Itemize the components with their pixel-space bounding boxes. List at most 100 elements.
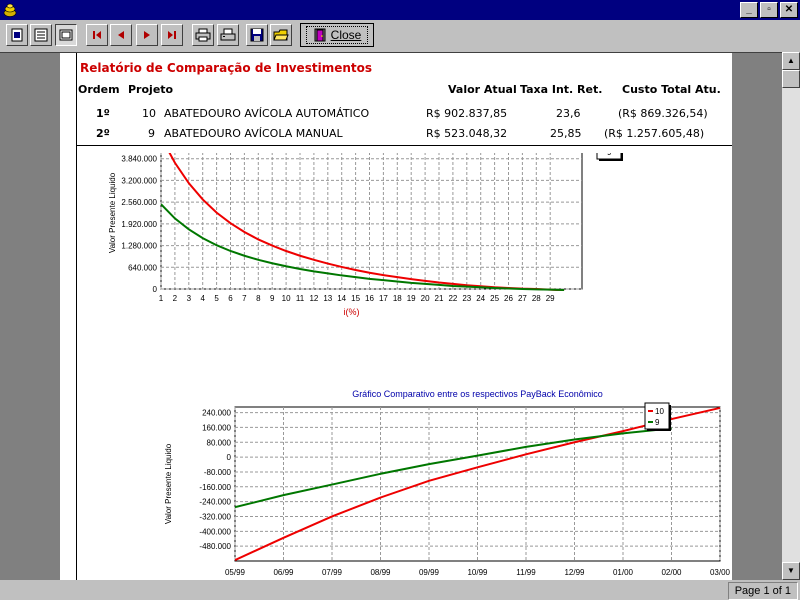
x-tick-label: 20 [421, 294, 430, 303]
x-tick-label: 27 [518, 294, 527, 303]
x-tick-label: 7 [242, 294, 247, 303]
y-tick-label: 1.920.000 [121, 220, 157, 229]
first-page-icon [93, 31, 101, 39]
x-tick-label: 24 [476, 294, 485, 303]
close-button[interactable]: Close [300, 23, 374, 47]
y-tick-label: -240.000 [199, 498, 231, 507]
whole-page-icon [11, 28, 23, 42]
row-id: 10 [142, 107, 156, 120]
x-tick-label: 25 [490, 294, 499, 303]
y-tick-label: 3.200.000 [121, 176, 157, 185]
x-tick-label: 11 [296, 294, 305, 303]
payback-chart: Gráfico Comparativo entre os respectivos… [164, 389, 730, 577]
row-name: ABATEDOURO AVÍCOLA AUTOMÁTICO [164, 107, 370, 120]
y-axis-label: Valor Presente Liquido [164, 443, 173, 524]
y-tick-label: -80.000 [204, 468, 232, 477]
page-width-icon [34, 28, 48, 42]
row-custo: (R$ 1.257.605,48) [604, 127, 705, 140]
x-tick-label: 09/99 [419, 568, 440, 577]
next-page-button[interactable] [136, 24, 158, 46]
x-tick-label: 17 [379, 294, 388, 303]
scroll-down-button[interactable]: ▼ [782, 562, 800, 580]
y-tick-label: 3.840.000 [121, 155, 157, 164]
x-tick-label: 19 [407, 294, 416, 303]
x-tick-label: 06/99 [273, 568, 294, 577]
col-ordem-header: Ordem [78, 83, 120, 96]
x-tick-label: 13 [323, 294, 332, 303]
margin-line [76, 53, 77, 581]
x-tick-label: 05/99 [225, 568, 246, 577]
x-axis-label: i(%) [344, 307, 360, 317]
row-ordem: 1º [96, 107, 110, 120]
x-tick-label: 03/00 [710, 568, 730, 577]
next-page-icon [144, 31, 150, 39]
previous-page-icon [118, 31, 124, 39]
x-tick-label: 02/00 [661, 568, 682, 577]
print-icon [220, 28, 236, 41]
x-tick-label: 2 [173, 294, 178, 303]
previous-page-button[interactable] [110, 24, 132, 46]
x-tick-label: 12/99 [564, 568, 585, 577]
x-tick-label: 28 [532, 294, 541, 303]
col-valor-atual-header: Valor Atual [448, 83, 517, 96]
zoom-100-button[interactable] [55, 24, 77, 46]
last-page-icon [168, 31, 176, 39]
save-icon [250, 28, 264, 42]
save-button[interactable] [246, 24, 268, 46]
plot-area [160, 153, 583, 290]
x-tick-label: 01/00 [613, 568, 634, 577]
page-indicator: Page 1 of 1 [727, 582, 798, 600]
y-tick-label: 1.280.000 [121, 242, 157, 251]
legend-entry: 10 [655, 407, 664, 416]
row-taxa: 23,6 [556, 107, 581, 120]
y-tick-label: -320.000 [199, 512, 231, 521]
series-line-9 [161, 203, 565, 291]
y-tick-label: 240.000 [202, 409, 231, 418]
close-window-button[interactable]: ✕ [780, 2, 798, 18]
legend-box [596, 153, 622, 160]
y-axis-label: Valor Presente Liquido [108, 172, 117, 253]
y-tick-label: 0 [153, 285, 158, 294]
col-taxa-header: Taxa Int. Ret. [520, 83, 603, 96]
x-tick-label: 23 [462, 294, 471, 303]
x-tick-label: 15 [351, 294, 360, 303]
y-tick-label: -480.000 [199, 542, 231, 551]
row-id: 9 [148, 127, 155, 140]
minimize-button[interactable]: _ [740, 2, 758, 18]
open-button[interactable] [270, 24, 292, 46]
whole-page-button[interactable] [6, 24, 28, 46]
scroll-thumb[interactable] [782, 70, 800, 88]
door-icon [314, 28, 326, 42]
title-bar: _ ▫ ✕ [0, 0, 800, 20]
zoom-100-icon [59, 29, 73, 41]
first-page-button[interactable] [86, 24, 108, 46]
x-tick-label: 4 [200, 294, 205, 303]
x-tick-label: 8 [256, 294, 261, 303]
y-tick-label: 80.000 [207, 438, 232, 447]
preview-area: Relatório de Comparação de Investimentos… [0, 52, 782, 581]
printer-setup-button[interactable] [192, 24, 214, 46]
page-width-button[interactable] [30, 24, 52, 46]
legend-entry: 9 [655, 418, 660, 427]
col-custo-header: Custo Total Atu. [622, 83, 721, 96]
last-page-button[interactable] [161, 24, 183, 46]
legend-box [644, 402, 670, 430]
toolbar: Close [0, 20, 800, 52]
printer-setup-icon [195, 28, 211, 42]
x-tick-label: 14 [337, 294, 346, 303]
x-tick-label: 11/99 [516, 568, 536, 577]
maximize-button[interactable]: ▫ [760, 2, 778, 18]
x-tick-label: 5 [214, 294, 219, 303]
print-button[interactable] [217, 24, 239, 46]
x-tick-label: 12 [309, 294, 318, 303]
x-tick-label: 26 [504, 294, 513, 303]
series-line-9 [235, 427, 672, 509]
vertical-scrollbar[interactable]: ▲ ▼ [782, 52, 800, 580]
scroll-up-button[interactable]: ▲ [782, 52, 800, 70]
app-icon [3, 3, 17, 17]
x-tick-label: 16 [365, 294, 374, 303]
legend-entry: 9 [607, 153, 612, 157]
x-tick-label: 9 [270, 294, 275, 303]
close-button-label: Close [330, 28, 362, 42]
row-ordem: 2º [96, 127, 110, 140]
